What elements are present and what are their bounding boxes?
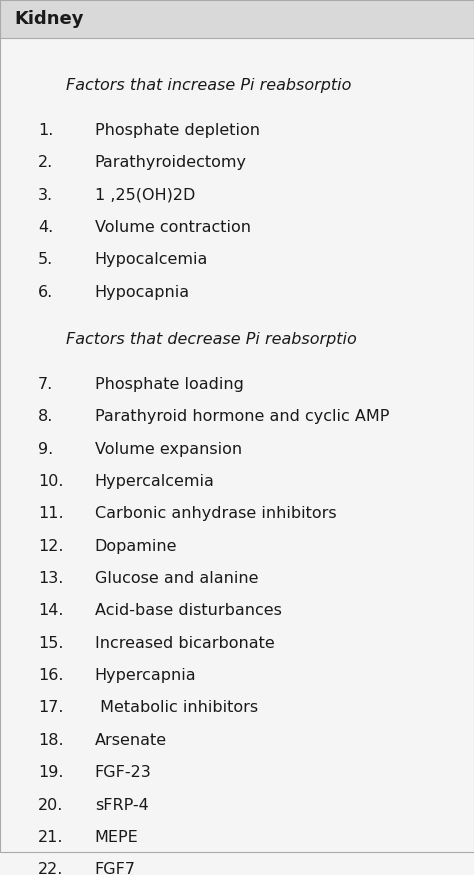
Text: sFRP-4: sFRP-4 bbox=[95, 797, 148, 813]
Text: 12.: 12. bbox=[38, 539, 64, 554]
Text: Metabolic inhibitors: Metabolic inhibitors bbox=[95, 701, 258, 716]
Text: 19.: 19. bbox=[38, 765, 64, 780]
Text: Dopamine: Dopamine bbox=[95, 539, 177, 554]
Text: Hypercapnia: Hypercapnia bbox=[95, 668, 196, 683]
Text: 18.: 18. bbox=[38, 732, 64, 748]
Text: FGF7: FGF7 bbox=[95, 862, 136, 875]
Text: 15.: 15. bbox=[38, 636, 64, 651]
Text: 17.: 17. bbox=[38, 701, 64, 716]
Text: 3.: 3. bbox=[38, 187, 53, 202]
Text: Phosphate loading: Phosphate loading bbox=[95, 377, 244, 392]
Text: MEPE: MEPE bbox=[95, 830, 138, 845]
Text: Factors that increase Pi reabsorptio: Factors that increase Pi reabsorptio bbox=[66, 78, 352, 93]
Text: Parathyroidectomy: Parathyroidectomy bbox=[95, 155, 246, 170]
Text: 2.: 2. bbox=[38, 155, 53, 170]
Text: 10.: 10. bbox=[38, 474, 64, 489]
Text: Hypercalcemia: Hypercalcemia bbox=[95, 474, 215, 489]
Text: Arsenate: Arsenate bbox=[95, 732, 167, 748]
Text: Volume expansion: Volume expansion bbox=[95, 442, 242, 457]
Text: Increased bicarbonate: Increased bicarbonate bbox=[95, 636, 274, 651]
Text: Acid-base disturbances: Acid-base disturbances bbox=[95, 604, 282, 619]
Text: 5.: 5. bbox=[38, 252, 53, 267]
Text: 6.: 6. bbox=[38, 284, 53, 299]
Text: 8.: 8. bbox=[38, 410, 53, 424]
Text: Hypocalcemia: Hypocalcemia bbox=[95, 252, 208, 267]
Text: 16.: 16. bbox=[38, 668, 64, 683]
Text: 14.: 14. bbox=[38, 604, 64, 619]
Text: Phosphate depletion: Phosphate depletion bbox=[95, 123, 260, 137]
Text: 7.: 7. bbox=[38, 377, 53, 392]
Text: Parathyroid hormone and cyclic AMP: Parathyroid hormone and cyclic AMP bbox=[95, 410, 389, 424]
FancyBboxPatch shape bbox=[0, 0, 474, 38]
Text: 11.: 11. bbox=[38, 507, 64, 522]
Text: 1.: 1. bbox=[38, 123, 53, 137]
Text: 21.: 21. bbox=[38, 830, 64, 845]
Text: 9.: 9. bbox=[38, 442, 53, 457]
Text: Glucose and alanine: Glucose and alanine bbox=[95, 571, 258, 586]
Text: 1 ,25(OH)2D: 1 ,25(OH)2D bbox=[95, 187, 195, 202]
Text: Carbonic anhydrase inhibitors: Carbonic anhydrase inhibitors bbox=[95, 507, 337, 522]
Text: Hypocapnia: Hypocapnia bbox=[95, 284, 190, 299]
Text: FGF-23: FGF-23 bbox=[95, 765, 152, 780]
Text: Factors that decrease Pi reabsorptio: Factors that decrease Pi reabsorptio bbox=[66, 332, 357, 347]
Text: Volume contraction: Volume contraction bbox=[95, 220, 251, 234]
Text: 13.: 13. bbox=[38, 571, 63, 586]
Text: Kidney: Kidney bbox=[14, 10, 84, 28]
Text: 22.: 22. bbox=[38, 862, 63, 875]
Text: 4.: 4. bbox=[38, 220, 53, 234]
Text: 20.: 20. bbox=[38, 797, 63, 813]
